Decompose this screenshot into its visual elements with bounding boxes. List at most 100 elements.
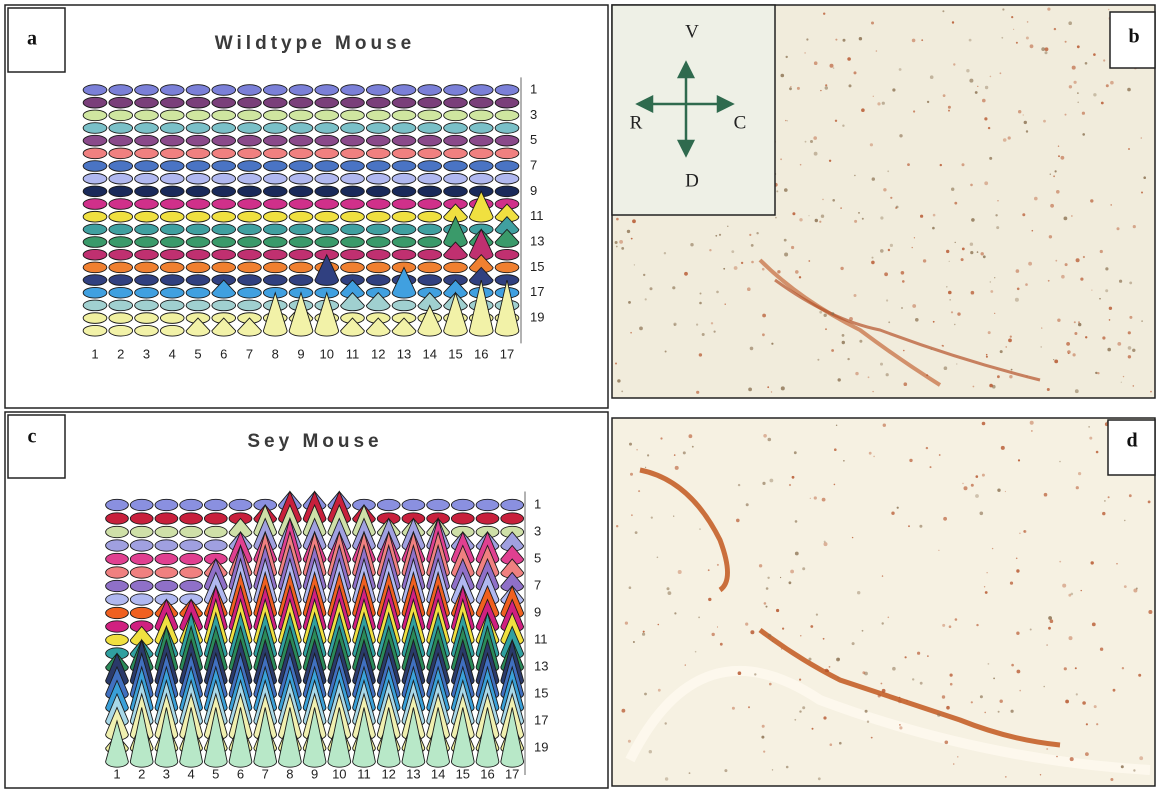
speckle <box>969 39 972 42</box>
speckle <box>668 591 672 595</box>
x-tick-label: 13 <box>397 346 411 361</box>
disc <box>402 499 425 510</box>
disc <box>212 135 236 146</box>
speckle <box>1074 321 1076 323</box>
speckle <box>673 323 676 326</box>
disc <box>186 110 210 121</box>
speckle <box>1041 327 1042 328</box>
disc <box>341 237 365 248</box>
speckle <box>1061 156 1065 160</box>
speckle <box>749 234 751 236</box>
speckle <box>899 68 902 71</box>
speckle <box>832 199 835 202</box>
disc <box>238 287 262 298</box>
disc <box>135 110 159 121</box>
speckle <box>732 707 735 710</box>
disc <box>135 199 159 210</box>
speckle <box>825 328 827 330</box>
speckle <box>1066 342 1070 346</box>
speckle <box>901 307 903 309</box>
disc <box>238 199 262 210</box>
disc <box>83 123 107 134</box>
speckle <box>1090 199 1093 202</box>
speckle <box>616 246 618 248</box>
speckle <box>949 261 950 262</box>
speckle <box>767 386 769 388</box>
speckle <box>831 312 834 315</box>
disc <box>238 275 262 286</box>
disc <box>341 123 365 134</box>
disc <box>289 148 313 159</box>
speckle <box>912 247 913 248</box>
speckle <box>1016 42 1018 44</box>
speckle <box>1050 174 1051 175</box>
speckle <box>820 90 821 91</box>
disc <box>418 135 442 146</box>
speckle <box>1059 561 1061 563</box>
disc <box>392 135 416 146</box>
speckle <box>1133 225 1136 228</box>
disc <box>469 85 493 96</box>
disc <box>212 237 236 248</box>
disc <box>155 567 178 578</box>
disc <box>180 580 203 591</box>
speckle <box>780 158 782 160</box>
disc <box>495 135 519 146</box>
disc <box>263 199 287 210</box>
disc <box>263 186 287 197</box>
disc <box>315 85 339 96</box>
speckle <box>946 286 948 288</box>
speckle <box>799 679 801 681</box>
speckle <box>1095 372 1097 374</box>
disc <box>315 173 339 184</box>
speckle <box>847 57 851 61</box>
disc <box>109 224 133 235</box>
disc <box>289 211 313 222</box>
disc <box>212 173 236 184</box>
x-tick-label: 1 <box>91 346 98 361</box>
disc <box>160 123 184 134</box>
speckle <box>962 163 965 166</box>
speckle <box>989 157 992 160</box>
disc <box>186 287 210 298</box>
speckle <box>658 624 660 626</box>
disc <box>418 275 442 286</box>
speckle <box>1106 84 1109 87</box>
disc <box>135 325 159 336</box>
speckle <box>1080 278 1083 281</box>
speckle <box>789 484 791 486</box>
speckle <box>780 577 781 578</box>
speckle <box>1011 369 1013 371</box>
speckle <box>741 262 743 264</box>
row-label: 17 <box>534 712 548 727</box>
speckle <box>628 740 631 743</box>
speckle <box>912 304 916 308</box>
speckle <box>674 612 676 614</box>
speckle <box>839 742 842 745</box>
x-tick-label: 17 <box>505 766 519 781</box>
speckle <box>1139 756 1143 760</box>
speckle <box>886 373 889 376</box>
speckle <box>781 74 785 78</box>
disc <box>229 499 252 510</box>
disc <box>238 237 262 248</box>
x-tick-label: 2 <box>117 346 124 361</box>
disc <box>315 224 339 235</box>
speckle <box>873 96 874 97</box>
disc <box>392 148 416 159</box>
speckle <box>1127 88 1131 92</box>
speckle <box>1119 280 1122 283</box>
row-label: 5 <box>530 132 537 147</box>
speckle <box>857 591 860 594</box>
row-label: 13 <box>530 233 544 248</box>
disc <box>135 186 159 197</box>
disc <box>418 249 442 260</box>
disc <box>160 325 184 336</box>
speckle <box>808 215 809 216</box>
speckle <box>970 243 973 246</box>
speckle <box>1028 262 1032 266</box>
disc <box>212 300 236 311</box>
speckle <box>830 743 833 746</box>
panel-letter: d <box>1126 430 1137 452</box>
speckle <box>871 22 874 25</box>
